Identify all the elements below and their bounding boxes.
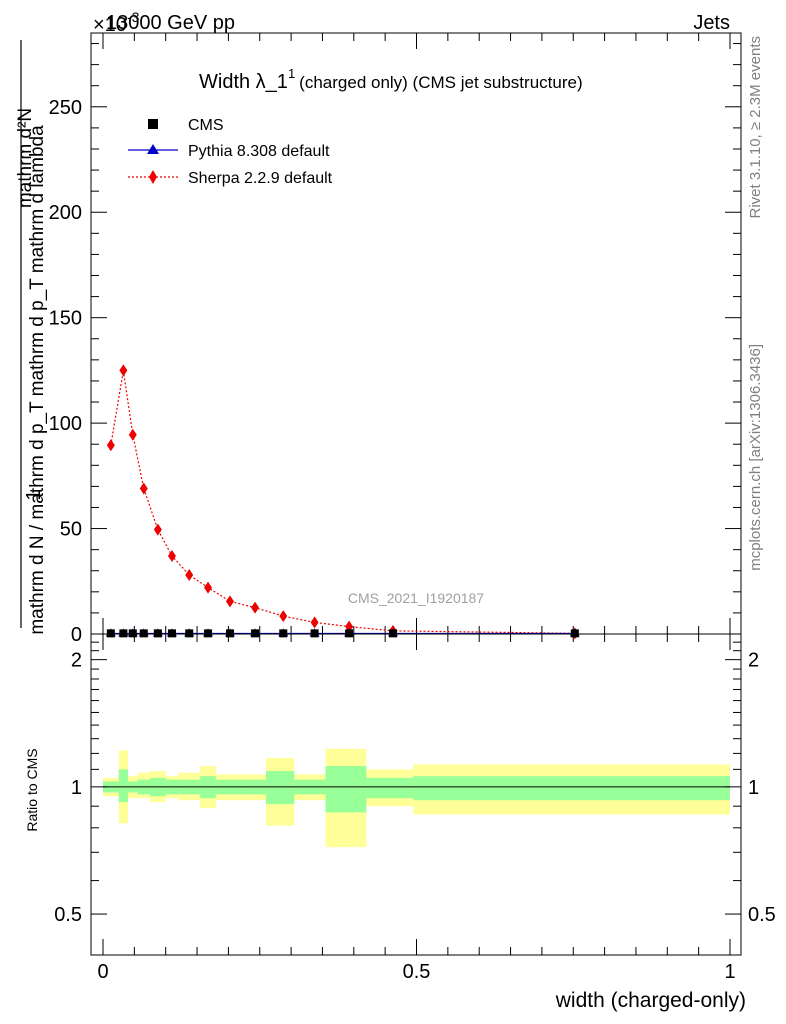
y-axis-label-upper: 1 mathrm d²N mathrm d N / mathrm d p_T m…	[15, 40, 48, 635]
plot-title: Width λ_11 (charged only) (CMS jet substr…	[199, 66, 583, 93]
sherpa-point	[251, 601, 260, 614]
y-tick-label: 100	[49, 413, 82, 435]
mcplots-label: mcplots.cern.ch [arXiv:1306.3436]	[747, 344, 764, 571]
x-tick-label: 0.5	[403, 961, 431, 983]
cms-point	[139, 629, 148, 638]
ratio-y-tick-label-left: 2	[71, 650, 82, 672]
cms-point	[310, 629, 319, 638]
ratio-y-tick-label-left: 1	[71, 777, 82, 799]
x-tick-label: 1	[724, 961, 735, 983]
rivet-label: Rivet 3.1.10, ≥ 2.3M events	[747, 36, 764, 219]
sherpa-line	[110, 370, 575, 634]
y-tick-label: 200	[49, 202, 82, 224]
cms-point	[225, 629, 234, 638]
energy-label: 13000 GeV pp	[106, 12, 235, 34]
ratio-y-tick-label-right: 2	[748, 650, 759, 672]
x-axis-label: width (charged-only)	[555, 989, 746, 1012]
sherpa-point	[204, 581, 213, 594]
ylabel-second-line: mathrm d²N	[15, 108, 36, 208]
cms-point	[167, 629, 176, 638]
sherpa-point	[119, 364, 128, 377]
inner-uncertainty-band	[325, 766, 367, 813]
sherpa-point	[153, 523, 162, 536]
ylabel-denominator: mathrm d N / mathrm d p_T mathrm d p_T m…	[27, 125, 48, 635]
sherpa-point	[167, 549, 176, 562]
sherpa-point	[128, 428, 137, 441]
legend-label: Sherpa 2.2.9 default	[188, 170, 333, 187]
ratio-y-tick-label-right: 1	[748, 777, 759, 799]
sherpa-point	[106, 439, 115, 452]
cms-point	[185, 629, 194, 638]
sherpa-point	[139, 482, 148, 495]
ratio-panel: 0.5 0.5 1 1 2 2 0 0.5 1	[54, 633, 776, 983]
y-tick-label: 150	[49, 308, 82, 330]
ratio-y-tick-label-right: 0.5	[748, 904, 776, 926]
cms-point	[153, 629, 162, 638]
inner-uncertainty-band	[266, 771, 295, 805]
legend-sherpa-marker	[149, 170, 157, 184]
y-tick-label: 250	[49, 97, 82, 119]
category-label: Jets	[693, 12, 730, 34]
legend-label: Pythia 8.308 default	[188, 143, 330, 160]
sherpa-point	[225, 595, 234, 608]
y-tick-label: 0	[71, 624, 82, 646]
cms-point	[119, 629, 128, 638]
cms-point	[388, 629, 397, 638]
sherpa-point	[185, 568, 194, 581]
sherpa-point	[310, 616, 319, 629]
sherpa-point	[279, 610, 288, 623]
cms-point	[128, 629, 137, 638]
ylabel-numerator: 1	[23, 489, 45, 500]
legend-pythia-marker	[147, 144, 159, 154]
inner-uncertainty-band	[366, 777, 414, 799]
cms-point	[279, 629, 288, 638]
cms-point	[345, 629, 354, 638]
analysis-watermark: CMS_2021_I1920187	[348, 590, 484, 606]
cms-point	[204, 629, 213, 638]
inner-uncertainty-band	[413, 776, 730, 801]
inner-uncertainty-band	[118, 769, 129, 803]
cms-point	[570, 629, 579, 638]
legend-label: CMS	[188, 117, 224, 134]
ratio-y-tick-label-left: 0.5	[54, 904, 82, 926]
ratio-ylabel: Ratio to CMS	[24, 748, 40, 831]
legend-cms-marker	[148, 119, 158, 129]
y-tick-label: 50	[60, 519, 82, 541]
cms-point	[251, 629, 260, 638]
x-tick-label: 0	[97, 961, 108, 983]
exponent-marker: ×10-3	[93, 9, 140, 36]
legend: CMS Pythia 8.308 default Sherpa 2.2.9 defa…	[128, 117, 333, 187]
cms-point	[106, 629, 115, 638]
